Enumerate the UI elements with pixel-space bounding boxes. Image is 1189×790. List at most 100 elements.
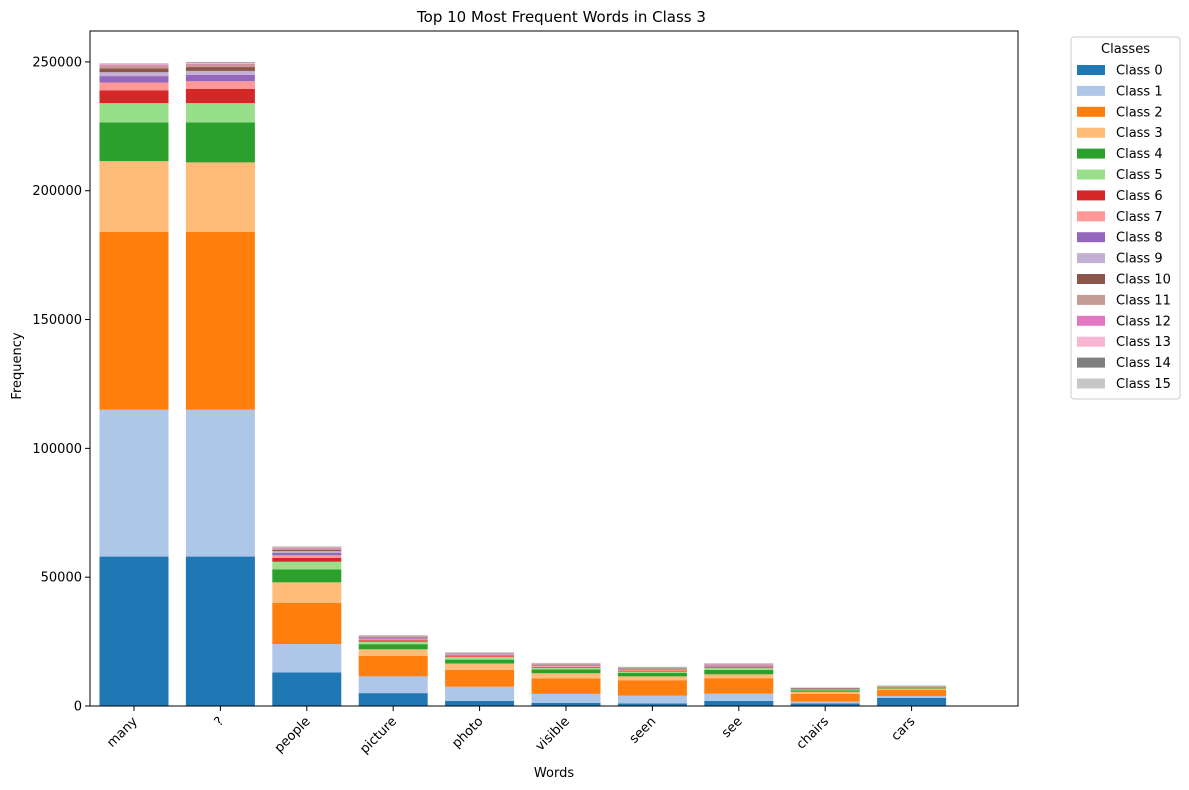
bar-photo-class-8 <box>445 654 515 656</box>
bar-photo-class-0 <box>445 700 515 706</box>
legend-label-4: Class 4 <box>1116 147 1163 162</box>
bar-people-class-11 <box>272 548 342 550</box>
bar-visible-class-0 <box>531 702 601 706</box>
bar-many-class-9 <box>99 72 169 77</box>
bar-seen-class-6 <box>617 670 687 672</box>
bar-photo-class-7 <box>445 655 515 657</box>
bar-chairs-class-0 <box>790 703 860 706</box>
legend-swatch-4 <box>1077 148 1105 159</box>
legend-label-7: Class 7 <box>1116 210 1163 225</box>
bar-?-class-5 <box>185 103 255 123</box>
bar-visible-class-9 <box>531 664 601 666</box>
legend-swatch-0 <box>1077 65 1105 75</box>
bar-seen-class-7 <box>617 669 687 671</box>
bar-many-class-15 <box>99 63 169 64</box>
bar-people-class-1 <box>272 644 342 673</box>
bar-picture-class-8 <box>358 638 428 640</box>
bar-?-class-2 <box>185 231 255 410</box>
bar-cars-class-3 <box>877 688 947 691</box>
bar-?-class-6 <box>185 88 255 104</box>
bar-visible-class-10 <box>531 664 601 665</box>
bar-photo-class-9 <box>445 654 515 655</box>
bar-many-class-3 <box>99 161 169 232</box>
bar-many-class-11 <box>99 65 169 69</box>
bar-visible-class-7 <box>531 666 601 667</box>
bar-visible-class-2 <box>531 678 601 694</box>
bar-see-class-2 <box>704 678 774 694</box>
bar-picture-class-6 <box>358 640 428 642</box>
bar-people-class-0 <box>272 672 342 706</box>
bar-see-class-0 <box>704 700 774 706</box>
x-tick-label-9: cars <box>889 714 919 744</box>
bar-see-class-3 <box>704 674 774 679</box>
legend-label-0: Class 0 <box>1116 64 1163 79</box>
bar-many-class-2 <box>99 231 169 410</box>
bar-see-class-10 <box>704 664 774 666</box>
legend-label-9: Class 9 <box>1116 252 1163 267</box>
legend-label-5: Class 5 <box>1116 168 1163 183</box>
legend-label-15: Class 15 <box>1116 377 1171 392</box>
bar-?-class-0 <box>185 556 255 706</box>
plot-frame <box>89 30 1019 707</box>
bars-layer <box>99 61 947 706</box>
bar-seen-class-9 <box>617 668 687 670</box>
bar-people-class-2 <box>272 602 342 645</box>
y-tick-label-200000: 200000 <box>32 184 82 199</box>
bar-cars-class-0 <box>877 697 947 706</box>
y-tick-label-150000: 150000 <box>32 313 82 328</box>
bar-picture-class-2 <box>358 655 428 677</box>
bar-visible-class-6 <box>531 666 601 668</box>
y-tick-label-0: 0 <box>74 700 82 715</box>
bar-people-class-7 <box>272 555 342 558</box>
legend-swatch-9 <box>1077 253 1105 264</box>
bar-visible-class-4 <box>531 669 601 674</box>
legend-label-12: Class 12 <box>1116 314 1171 329</box>
bar-chairs-class-10 <box>790 688 860 689</box>
bar-see-class-6 <box>704 667 774 669</box>
bar-seen-class-5 <box>617 671 687 674</box>
bar-photo-class-2 <box>445 669 515 687</box>
legend: Classes Class 0 Class 1 Class 2 Class 3 Class… <box>1070 36 1181 400</box>
legend-label-1: Class 1 <box>1116 84 1163 99</box>
legend-swatch-12 <box>1077 315 1105 326</box>
x-tick-label-3: picture <box>357 714 400 757</box>
bar-?-class-13 <box>185 62 255 64</box>
bar-picture-class-9 <box>358 637 428 639</box>
x-tick-label-8: chairs <box>794 714 832 752</box>
bar-many-class-13 <box>99 64 169 65</box>
bar-see-class-9 <box>704 665 774 666</box>
bar-people-class-15 <box>272 546 342 547</box>
bar-people-class-6 <box>272 557 342 562</box>
x-tick-label-1: ? <box>212 714 227 729</box>
bar-seen-class-0 <box>617 703 687 706</box>
bar-many-class-7 <box>99 82 169 91</box>
bar-people-class-10 <box>272 549 342 552</box>
bar-see-class-12 <box>704 663 774 665</box>
bar-?-class-4 <box>185 122 255 163</box>
bar-cars-class-5 <box>877 686 947 688</box>
bar-visible-class-5 <box>531 667 601 670</box>
bar-people-class-5 <box>272 561 342 570</box>
bar-picture-class-1 <box>358 676 428 694</box>
bar-?-class-3 <box>185 162 255 232</box>
bar-see-class-5 <box>704 668 774 670</box>
legend-swatch-3 <box>1077 127 1105 138</box>
legend-swatch-1 <box>1077 85 1105 96</box>
legend-label-13: Class 13 <box>1116 335 1171 350</box>
bar-people-class-9 <box>272 551 342 553</box>
bar-people-class-13 <box>272 547 342 548</box>
bar-picture-class-11 <box>358 636 428 637</box>
bar-seen-class-3 <box>617 676 687 681</box>
bar-cars-class-1 <box>877 695 947 698</box>
legend-label-3: Class 3 <box>1116 126 1163 141</box>
bar-photo-class-4 <box>445 659 515 664</box>
legend-swatch-13 <box>1077 336 1105 347</box>
legend-title: Classes <box>1101 42 1150 57</box>
bar-seen-class-8 <box>617 669 687 670</box>
legend-swatch-5 <box>1077 169 1105 180</box>
bar-picture-class-4 <box>358 644 428 650</box>
bar-people-class-4 <box>272 569 342 583</box>
x-tick-label-0: many <box>104 714 141 751</box>
